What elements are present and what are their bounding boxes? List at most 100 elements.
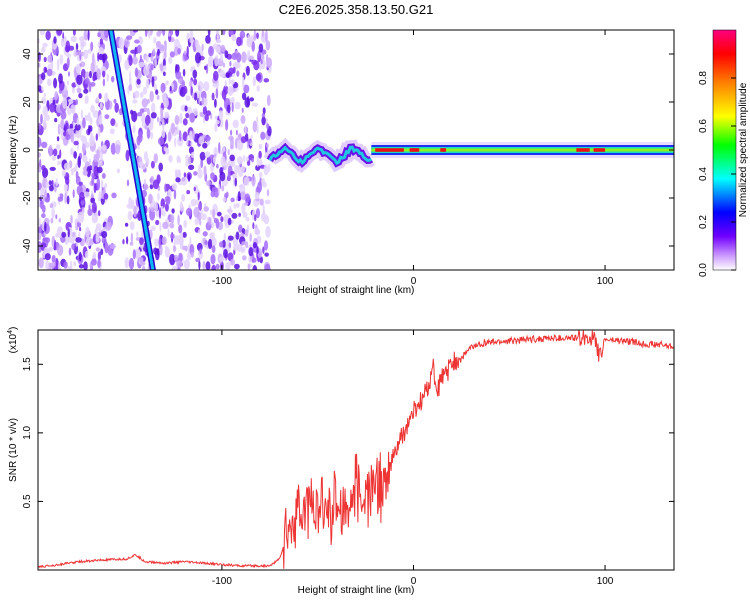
noise-blob [132, 30, 139, 33]
noise-blob [252, 242, 258, 249]
noise-blob [258, 143, 263, 150]
noise-blob [186, 45, 189, 58]
noise-blob [200, 213, 207, 221]
noise-blob [150, 112, 157, 119]
noise-blob [241, 165, 245, 173]
noise-blob [66, 195, 70, 205]
noise-blob [70, 214, 73, 224]
noise-blob [215, 263, 220, 270]
noise-blob [78, 181, 83, 186]
noise-blob [236, 36, 242, 47]
y-tick-label: 0 [22, 147, 33, 153]
noise-blob [72, 30, 76, 36]
noise-blob [227, 104, 231, 114]
noise-blob [193, 92, 198, 101]
x-tick-label: -100 [212, 576, 232, 587]
noise-blob [55, 257, 59, 268]
noise-blob [242, 255, 247, 261]
noise-blob [163, 71, 166, 77]
noise-blob [75, 51, 82, 56]
snr-multiplier-base: (x10 [8, 333, 19, 353]
noise-blob [226, 191, 229, 198]
noise-blob [174, 46, 179, 56]
noise-blob [137, 145, 140, 150]
noise-blob [83, 191, 90, 198]
noise-blob [119, 108, 123, 116]
noise-blob [129, 70, 132, 81]
noise-blob [266, 94, 271, 107]
noise-blob [132, 125, 136, 134]
noise-blob [96, 96, 99, 102]
noise-blob [100, 155, 103, 167]
noise-blob [260, 131, 266, 140]
noise-blob [58, 73, 63, 84]
noise-blob [200, 209, 203, 214]
noise-blob [167, 228, 170, 238]
noise-blob [113, 98, 117, 104]
noise-blob [38, 122, 42, 130]
noise-blob [213, 217, 218, 224]
noise-blob [241, 92, 247, 101]
noise-blob [99, 38, 104, 45]
snr-multiplier: (x104) [7, 327, 19, 354]
noise-blob [139, 108, 145, 114]
noise-blob [122, 238, 125, 245]
noise-blob [139, 261, 146, 266]
noise-blob [201, 90, 207, 100]
noise-blob [41, 72, 46, 81]
noise-blob [54, 239, 57, 251]
noise-blob [230, 144, 234, 150]
noise-blob [38, 85, 42, 91]
noise-blob [249, 97, 254, 102]
noise-blob [45, 237, 51, 244]
noise-blob [110, 118, 116, 126]
noise-blob [114, 122, 119, 128]
noise-blob [61, 231, 67, 238]
noise-blob [258, 43, 264, 53]
noise-blob [189, 130, 193, 136]
noise-blob [204, 114, 209, 122]
noise-blob [230, 96, 235, 105]
snr-y-ticks: 0.5 1.0 1.5 [22, 357, 674, 508]
noise-blob [92, 110, 99, 118]
noise-blob [73, 140, 79, 146]
noise-blob [215, 38, 222, 44]
noise-blob [227, 217, 232, 226]
noise-blob [214, 98, 217, 108]
colorbar: 0.0 0.2 0.4 0.6 0.8 Normalized spectral ampl… [698, 29, 749, 277]
noise-blob [38, 257, 44, 269]
noise-blob [172, 245, 177, 252]
noise-blob [97, 160, 102, 166]
noise-blob [205, 35, 211, 44]
noise-blob [164, 49, 167, 59]
noise-blob [251, 175, 256, 187]
noise-blob [220, 156, 226, 167]
noise-blob [193, 133, 200, 143]
snr-y-label: SNR (10 * v/v) [8, 418, 19, 482]
noise-blob [175, 30, 180, 37]
noise-blob [182, 118, 188, 126]
noise-blob [124, 222, 129, 227]
y-tick-label: 40 [22, 48, 33, 60]
noise-blob [156, 248, 160, 256]
noise-blob [261, 30, 264, 38]
noise-blob [201, 98, 205, 106]
noise-blob [244, 125, 247, 135]
noise-blob [134, 67, 139, 78]
noise-blob [50, 217, 54, 224]
noise-blob [97, 32, 101, 38]
noise-blob [41, 96, 46, 105]
noise-blob [109, 243, 116, 250]
noise-blob [126, 236, 129, 245]
noise-blob [142, 265, 146, 270]
noise-blob [157, 192, 160, 201]
noise-blob [61, 87, 69, 99]
noise-blob [59, 149, 62, 159]
noise-blob [245, 156, 249, 162]
noise-blob [84, 114, 88, 120]
noise-blob [195, 257, 201, 263]
noise-blob [195, 39, 200, 51]
noise-blob [216, 211, 222, 217]
noise-blob [140, 91, 144, 99]
noise-blob [124, 37, 130, 48]
